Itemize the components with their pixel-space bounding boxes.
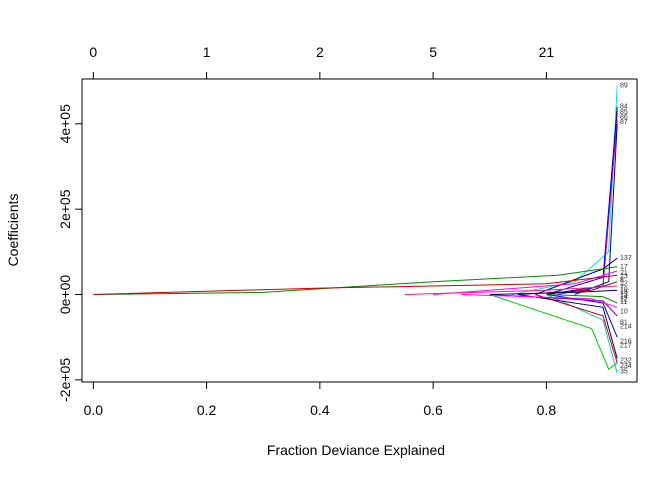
curve-index-label: 19 <box>620 286 628 293</box>
curve-index-labels: 8984858687137172123822719151314121110812… <box>620 82 632 375</box>
x-tick-label: 0.6 <box>423 402 443 418</box>
coefficient-path-11 <box>404 285 618 295</box>
curve-index-label: 21 <box>620 270 628 277</box>
coefficient-path-1 <box>512 85 618 295</box>
curve-index-label: 85 <box>620 109 628 116</box>
curve-index-label: 84 <box>620 104 628 111</box>
curve-index-label: 8 <box>620 277 624 284</box>
curve-index-label: 35 <box>620 368 628 375</box>
curve-index-label: 13 <box>620 292 628 299</box>
curve-index-label: 11 <box>620 299 627 306</box>
curve-index-label: 232 <box>620 358 632 365</box>
plot-frame <box>81 78 638 383</box>
top-tick-label: 1 <box>203 44 211 60</box>
top-tick-label: 0 <box>89 44 97 60</box>
curve-index-label: 87 <box>620 119 628 126</box>
curve-index-label: 23 <box>620 274 628 281</box>
coefficient-path-20 <box>489 289 618 295</box>
y-axis: -2e+05 0e+00 2e+05 4e+05 <box>57 104 83 402</box>
curve-index-label: 7 <box>620 284 624 291</box>
y-axis-title: Coefficients <box>5 194 21 267</box>
top-tick-label: 5 <box>429 44 437 60</box>
x-tick-label: 0.0 <box>84 402 104 418</box>
y-tick-label: -2e+05 <box>57 358 73 402</box>
coefficient-path-13 <box>489 294 618 370</box>
coefficient-path-18 <box>461 294 618 308</box>
x-axis-title: Fraction Deviance Explained <box>267 442 445 458</box>
coefficient-path-12 <box>546 294 618 374</box>
curve-index-label: 217 <box>620 343 632 350</box>
curve-index-label: 137 <box>620 255 632 262</box>
curve-index-label: 234 <box>620 363 632 370</box>
coefficient-path-8 <box>433 270 618 295</box>
x-axis-top: 0 1 2 5 21 <box>89 44 555 80</box>
coefficient-path-3 <box>546 110 618 295</box>
curve-index-label: 17 <box>620 264 628 271</box>
curve-index-label: 216 <box>620 338 632 345</box>
coefficient-path-19 <box>546 294 618 304</box>
coefficient-curves <box>93 85 618 374</box>
top-tick-label: 2 <box>316 44 324 60</box>
y-tick-label: 0e+00 <box>57 275 73 315</box>
coefficient-path-14 <box>534 294 618 363</box>
coefficient-path-9 <box>93 274 618 295</box>
curve-index-label: 10 <box>620 309 628 316</box>
x-tick-label: 0.2 <box>197 402 217 418</box>
curve-index-label: 15 <box>620 289 628 296</box>
top-tick-label: 21 <box>539 44 555 60</box>
curve-index-label: 86 <box>620 114 628 121</box>
y-tick-label: 2e+05 <box>57 189 73 229</box>
x-axis-bottom: 0.0 0.2 0.4 0.6 0.8 <box>84 381 557 418</box>
curve-index-label: 214 <box>620 324 632 331</box>
y-tick-label: 4e+05 <box>57 104 73 144</box>
coefficient-path-15 <box>518 294 618 359</box>
curve-index-label: 22 <box>620 280 628 287</box>
x-tick-label: 0.4 <box>310 402 330 418</box>
coefficient-path-7 <box>93 266 618 295</box>
x-tick-label: 0.8 <box>537 402 557 418</box>
curve-index-label: 81 <box>620 319 628 326</box>
curve-index-label: 14 <box>620 294 628 301</box>
curve-index-label: 12 <box>620 297 628 304</box>
curve-index-label: 89 <box>620 82 628 89</box>
